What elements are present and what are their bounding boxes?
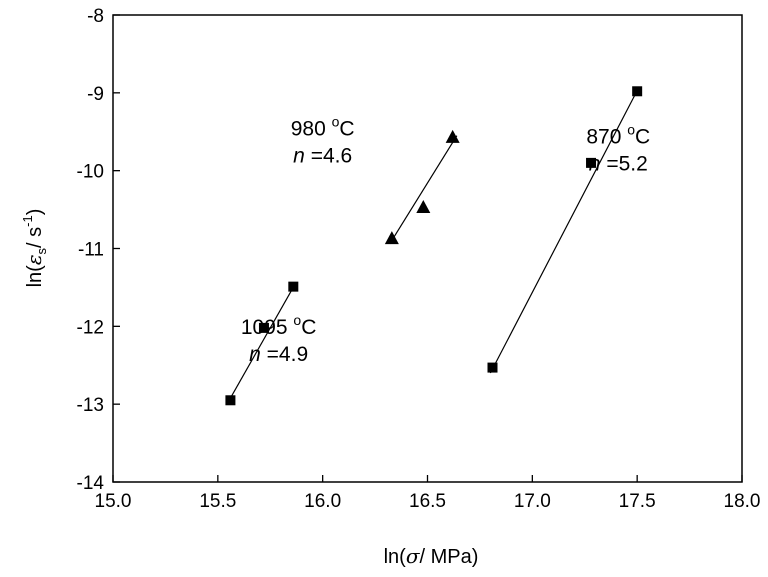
annotation-temperature: 980 oC (291, 114, 355, 141)
x-tick-label: 16.5 (409, 491, 446, 512)
data-point-square (225, 395, 236, 406)
y-tick-label: -10 (77, 162, 104, 183)
data-point-triangle (416, 199, 431, 213)
y-tick-label: -9 (87, 84, 104, 105)
annotation-temperature: 870 oC (586, 121, 650, 148)
annotation-n-value: n =5.2 (589, 152, 648, 175)
tick-labels: 15.0 15.5 16.0 16.5 17.0 17.5 18.0 -14 -13 -12 -11… (77, 6, 761, 512)
x-tick-label: 15.0 (95, 491, 132, 512)
y-tick-label: -13 (77, 395, 104, 416)
y-tick-label: -14 (77, 473, 105, 494)
data-point-square (632, 86, 643, 97)
y-tick-label: -8 (87, 6, 104, 27)
data-points (225, 86, 643, 406)
data-point-square (586, 157, 597, 168)
annotations: 1095 oC n =4.9 980 oC n =4.6 870 oC n =5.2 (241, 114, 650, 366)
fit-line (489, 86, 640, 374)
data-point-triangle (384, 231, 399, 245)
x-tick-label: 18.0 (724, 491, 761, 512)
plot-frame (112, 14, 743, 483)
x-tick-label: 16.0 (304, 491, 341, 512)
fit-line (389, 135, 458, 245)
data-point-square (258, 322, 269, 333)
fit-line (227, 283, 296, 403)
tick-marks (112, 14, 743, 483)
x-tick-label: 17.0 (514, 491, 551, 512)
x-axis-label: ln(σ/ MPa) (384, 544, 479, 568)
data-point-square (487, 362, 498, 373)
annotation-n-value: n =4.9 (249, 343, 308, 366)
annotation-n-value: n =4.6 (293, 145, 352, 168)
y-tick-label: -12 (77, 317, 104, 338)
x-tick-label: 17.5 (619, 491, 656, 512)
x-tick-label: 15.5 (199, 491, 236, 512)
fit-lines (227, 86, 640, 403)
data-point-triangle (445, 129, 460, 143)
data-point-square (288, 281, 299, 292)
annotation-temperature: 1095 oC (241, 312, 317, 339)
y-axis-label: ln(εs/ s-1) (20, 209, 49, 288)
y-tick-label: -11 (78, 240, 104, 261)
